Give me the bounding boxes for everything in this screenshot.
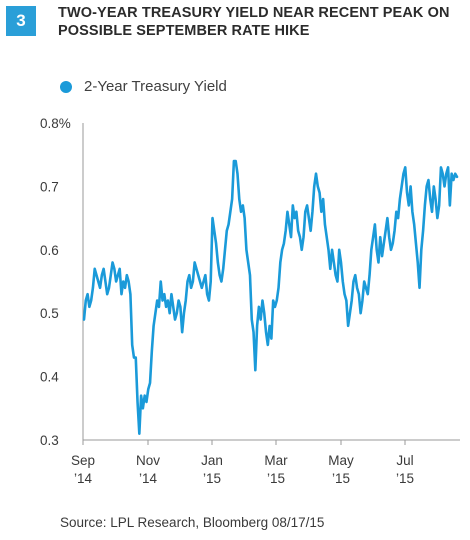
- x-tick-year: ’15: [332, 471, 350, 486]
- x-tick-year: ’15: [396, 471, 414, 486]
- axes: [82, 123, 460, 441]
- legend-marker: [60, 80, 72, 93]
- chart-title: TWO-YEAR TREASURY YIELD NEAR RECENT PEAK…: [58, 5, 450, 39]
- y-tick-label: 0.6: [40, 243, 59, 258]
- x-tick-month: Jan: [201, 453, 223, 468]
- series-line-2yr-treasury: [82, 159, 459, 435]
- x-tick-year: ’15: [203, 471, 221, 486]
- y-axis-ticks: 0.8% 0.7 0.6 0.5 0.4 0.3: [40, 116, 71, 448]
- y-tick-label: 0.3: [40, 433, 59, 448]
- x-tick-month: Mar: [264, 453, 288, 468]
- y-tick-label: 0.5: [40, 306, 59, 321]
- y-tick-label: 0.8%: [40, 116, 71, 131]
- figure-number-badge: 3: [6, 6, 36, 36]
- x-tick-month: Nov: [136, 453, 160, 468]
- x-tick-year: ’14: [139, 471, 158, 486]
- x-tick-year: ’14: [74, 471, 93, 486]
- legend: 2-Year Treasury Yield: [60, 78, 227, 95]
- x-axis-ticks: Sep ’14 Nov ’14 Jan ’15 Mar ’15 May ’15 Jul ’15: [71, 440, 414, 486]
- x-tick-month: Sep: [71, 453, 95, 468]
- y-tick-label: 0.7: [40, 179, 59, 194]
- source-note: Source: LPL Research, Bloomberg 08/17/15: [60, 515, 325, 530]
- legend-label: 2-Year Treasury Yield: [84, 78, 227, 95]
- x-tick-month: Jul: [396, 453, 413, 468]
- y-tick-label: 0.4: [40, 370, 59, 385]
- x-tick-month: May: [328, 453, 354, 468]
- x-tick-year: ’15: [267, 471, 285, 486]
